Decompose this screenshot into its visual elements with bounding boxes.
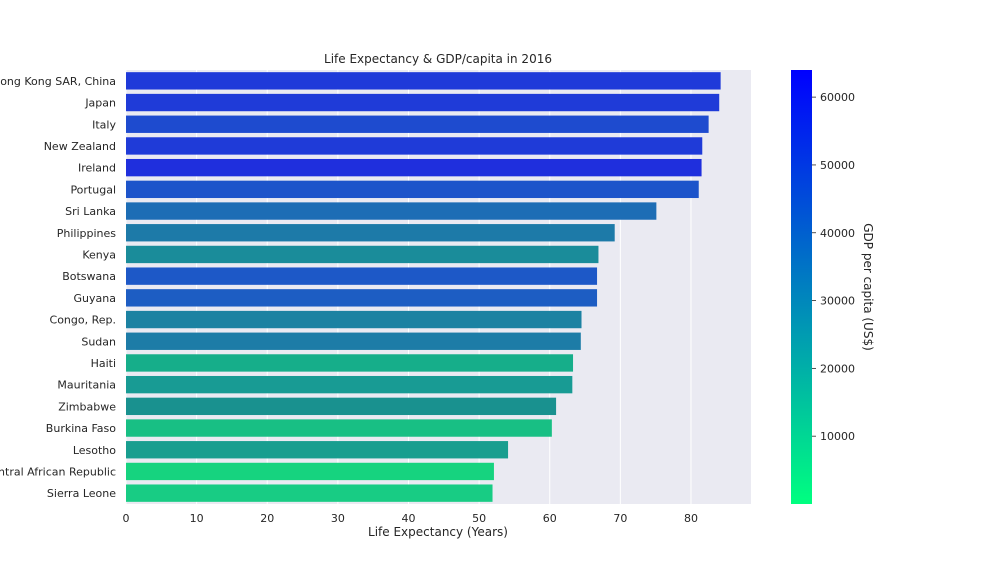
bar	[126, 158, 702, 177]
category-label: Japan	[84, 97, 116, 110]
colorbar-ticks: 10000 20000 30000 40000 50000 60000	[812, 91, 855, 443]
bars	[126, 72, 721, 502]
category-label: Ireland	[78, 162, 116, 175]
category-label: Philippines	[57, 227, 117, 240]
colorbar-label: GDP per capita (US$)	[861, 223, 875, 351]
colorbar-tick-label: 60000	[820, 91, 855, 104]
chart-title: Life Expectancy & GDP/capita in 2016	[324, 52, 552, 66]
bar	[126, 484, 493, 502]
category-label: Guyana	[74, 292, 116, 305]
bar	[126, 245, 599, 264]
bar	[126, 180, 699, 199]
x-tick-label: 80	[684, 512, 698, 525]
category-label: Botswana	[62, 270, 116, 283]
plot-background	[126, 70, 751, 504]
bar	[126, 354, 574, 372]
category-label: Congo, Rep.	[50, 314, 116, 327]
colorbar-tick-label: 30000	[820, 295, 855, 308]
x-tick-label: 0	[123, 512, 130, 525]
x-tick-label: 20	[260, 512, 274, 525]
bar	[126, 310, 582, 329]
category-labels: Hong Kong SAR, China Japan Italy New Zealan…	[0, 75, 116, 500]
x-axis-label: Life Expectancy (Years)	[368, 525, 508, 539]
category-label: Sudan	[81, 335, 116, 348]
x-tick-label: 50	[472, 512, 486, 525]
category-label: Central African Republic	[0, 465, 116, 478]
bar	[126, 441, 509, 459]
x-tick-label: 70	[613, 512, 627, 525]
bar	[126, 462, 494, 481]
bar	[126, 397, 557, 416]
bar	[126, 224, 615, 242]
category-label: Hong Kong SAR, China	[0, 75, 116, 88]
category-label: Lesotho	[73, 444, 116, 457]
colorbar-tick-label: 40000	[820, 227, 855, 240]
x-tick-label: 10	[190, 512, 204, 525]
category-label: Burkina Faso	[46, 422, 116, 435]
bar	[126, 419, 552, 437]
bar	[126, 375, 573, 394]
bar	[126, 202, 657, 220]
colorbar-tick-label: 10000	[820, 430, 855, 443]
category-label: Italy	[92, 118, 116, 131]
category-label: Mauritania	[57, 379, 116, 392]
category-label: Sri Lanka	[65, 205, 116, 218]
bar	[126, 115, 709, 133]
category-label: New Zealand	[44, 140, 116, 153]
bar	[126, 267, 598, 285]
category-label: Sierra Leone	[47, 487, 116, 500]
x-tick-label: 60	[543, 512, 557, 525]
x-tick-label: 40	[401, 512, 415, 525]
colorbar-tick-label: 50000	[820, 159, 855, 172]
category-label: Zimbabwe	[58, 400, 116, 413]
bar	[126, 332, 581, 350]
category-label: Portugal	[70, 183, 116, 196]
category-label: Kenya	[82, 248, 116, 261]
bar	[126, 137, 703, 155]
bar	[126, 93, 720, 112]
colorbar-tick-label: 20000	[820, 362, 855, 375]
x-tick-labels: 0 10 20 30 40 50 60 70 80	[123, 512, 698, 525]
bar	[126, 72, 721, 90]
category-label: Haiti	[91, 357, 116, 370]
colorbar	[791, 70, 812, 504]
bar	[126, 289, 598, 307]
x-tick-label: 30	[331, 512, 345, 525]
